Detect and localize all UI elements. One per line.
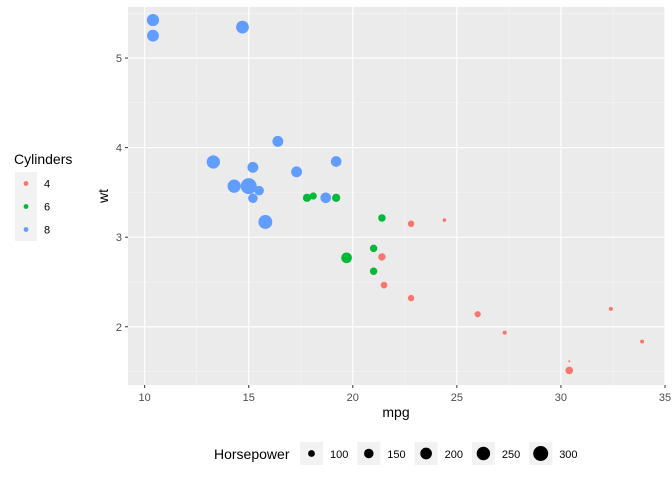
y-tick-label: 5 xyxy=(116,53,122,65)
data-point xyxy=(146,13,160,27)
data-point xyxy=(320,192,332,204)
color-legend-swatch xyxy=(23,227,29,232)
size-legend-label: 300 xyxy=(559,449,577,461)
data-point xyxy=(380,281,388,289)
data-point xyxy=(502,330,507,335)
size-legend-swatch xyxy=(420,447,432,460)
data-point xyxy=(608,306,613,311)
size-legend-swatch xyxy=(533,446,549,461)
data-point xyxy=(258,215,273,229)
data-point xyxy=(302,193,312,202)
size-legend-label: 100 xyxy=(330,449,348,461)
data-point xyxy=(369,267,378,275)
size-legend-label: 200 xyxy=(445,449,463,461)
data-point xyxy=(407,294,415,302)
data-point xyxy=(227,179,241,193)
size-legend-swatch xyxy=(364,448,374,459)
y-axis-ticks: 2 3 4 5 xyxy=(116,53,128,334)
x-tick-label: 25 xyxy=(451,392,463,404)
data-point xyxy=(309,192,317,200)
color-legend-swatch xyxy=(23,181,29,186)
size-legend-label: 250 xyxy=(502,449,520,461)
data-point xyxy=(248,193,258,204)
plot-panel xyxy=(128,7,665,385)
x-tick-label: 35 xyxy=(659,392,671,404)
data-point xyxy=(565,366,574,375)
y-tick-label: 3 xyxy=(116,232,122,244)
x-tick-label: 20 xyxy=(347,392,359,404)
data-points xyxy=(146,13,645,375)
size-legend-label: 150 xyxy=(387,449,405,461)
data-point xyxy=(147,29,159,42)
data-point xyxy=(369,244,378,253)
grid-major xyxy=(128,7,666,385)
x-tick-label: 10 xyxy=(139,392,151,404)
data-point xyxy=(247,161,259,173)
grid-minor xyxy=(128,7,665,385)
data-point xyxy=(341,252,352,264)
size-legend: Horsepower 100 150 200 250 300 xyxy=(214,442,578,465)
color-legend-label: 8 xyxy=(44,225,50,237)
data-point xyxy=(474,311,481,318)
data-point xyxy=(442,218,447,222)
data-point xyxy=(332,193,341,202)
data-point xyxy=(330,156,342,167)
color-legend-title: Cylinders xyxy=(14,151,72,167)
data-point xyxy=(272,135,284,147)
color-legend: Cylinders 4 6 8 xyxy=(14,151,72,241)
data-point xyxy=(240,178,257,195)
x-tick-label: 15 xyxy=(243,392,255,404)
data-point xyxy=(378,214,386,222)
x-axis-ticks: 10 15 20 25 30 35 xyxy=(139,385,671,404)
x-axis-label: mpg xyxy=(382,404,409,420)
size-legend-swatch xyxy=(476,446,491,461)
y-tick-label: 4 xyxy=(116,143,122,155)
data-point xyxy=(254,185,264,196)
size-legend-swatch xyxy=(308,450,315,457)
color-legend-label: 4 xyxy=(44,179,50,191)
data-point xyxy=(236,20,249,34)
size-legend-title: Horsepower xyxy=(214,446,290,462)
color-legend-swatch xyxy=(23,204,29,209)
data-point xyxy=(291,166,303,178)
data-point xyxy=(206,155,220,169)
data-point xyxy=(640,339,645,344)
y-tick-label: 2 xyxy=(116,322,122,334)
x-tick-label: 30 xyxy=(555,392,567,404)
y-axis-label: wt xyxy=(95,189,111,204)
data-point xyxy=(407,220,415,228)
data-point xyxy=(378,253,386,261)
color-legend-label: 6 xyxy=(44,202,50,214)
data-point xyxy=(568,360,571,363)
